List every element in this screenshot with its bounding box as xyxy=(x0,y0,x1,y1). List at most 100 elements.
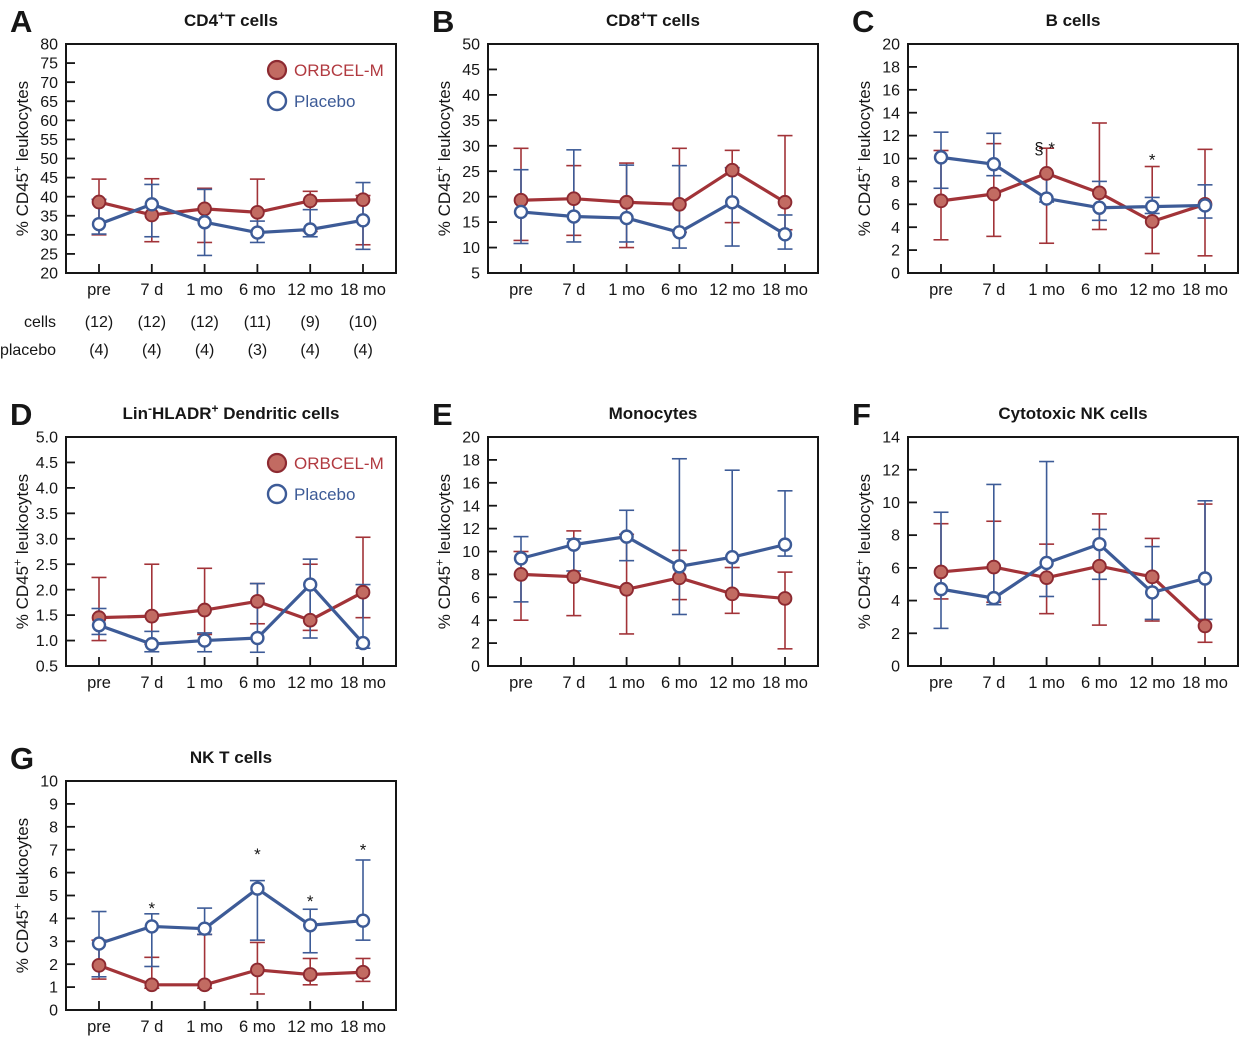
y-tick-label: 4 xyxy=(49,911,58,928)
y-tick-label: 6 xyxy=(471,590,480,607)
y-tick-label: 55 xyxy=(40,132,58,149)
orbcel-marker xyxy=(724,586,740,602)
orbcel-error-bars xyxy=(91,536,371,645)
placebo-marker xyxy=(513,551,529,566)
counts-value: (3) xyxy=(248,342,268,359)
orbcel-marker xyxy=(250,962,265,978)
y-tick-label: 60 xyxy=(40,113,58,130)
y-tick-label: 10 xyxy=(462,544,480,561)
y-tick-label: 20 xyxy=(40,266,58,283)
panel-e: 0 2 4 6 8 10 12 14 16 18 20 pre 7 d 1 mo 6 mo 12 mo 18 m… xyxy=(432,397,819,692)
placebo-marker xyxy=(197,215,212,230)
panel-letter: E xyxy=(432,397,453,432)
y-tick-label: 45 xyxy=(462,62,480,79)
y-tick-label: 15 xyxy=(462,215,480,232)
placebo-marker xyxy=(672,559,687,574)
x-tick-label: 6 mo xyxy=(661,281,698,299)
placebo-marker xyxy=(1144,199,1160,214)
x-tick-label: 18 mo xyxy=(1182,674,1228,692)
plot-border xyxy=(65,780,397,1011)
orbcel-marker xyxy=(197,602,212,618)
panel-title: B cells xyxy=(1046,11,1101,30)
orbcel-marker xyxy=(619,194,634,210)
placebo-marker xyxy=(672,225,687,240)
placebo-marker xyxy=(986,157,1001,172)
orbcel-marker xyxy=(250,204,265,220)
y-tick-label: 18 xyxy=(882,60,900,77)
x-tick-label: 18 mo xyxy=(762,674,808,692)
x-tick-label: 12 mo xyxy=(1129,674,1175,692)
panel-title: CD4+T cells xyxy=(184,9,278,31)
x-tick-label: 7 d xyxy=(562,674,585,692)
counts-value: (4) xyxy=(89,342,109,359)
y-axis-label: % CD45+ leukocytes xyxy=(11,818,33,973)
orbcel-marker xyxy=(302,193,318,209)
placebo-marker xyxy=(777,227,793,242)
y-tick-label: 4 xyxy=(891,220,900,237)
y-tick-label: 40 xyxy=(40,189,58,206)
x-tick-label: 1 mo xyxy=(1028,281,1065,299)
x-tick-label: 12 mo xyxy=(1129,281,1175,299)
panel-title: NK T cells xyxy=(190,748,272,767)
y-tick-label: 45 xyxy=(40,170,58,187)
placebo-error-bars xyxy=(91,181,371,257)
x-tick-label: 18 mo xyxy=(340,281,386,299)
placebo-marker xyxy=(197,921,212,936)
orbcel-marker xyxy=(355,584,371,600)
orbcel-marker xyxy=(566,191,582,207)
placebo-marker xyxy=(144,919,160,934)
x-tick-label: 12 mo xyxy=(709,281,755,299)
y-tick-label: 35 xyxy=(40,208,58,225)
panel-letter: G xyxy=(10,741,34,776)
y-tick-label: 2 xyxy=(891,243,900,260)
counts-row-label: placebo xyxy=(0,342,56,359)
placebo-marker xyxy=(91,618,107,633)
y-tick-label: 75 xyxy=(40,56,58,73)
y-tick-label: 14 xyxy=(882,105,900,122)
placebo-marker xyxy=(1039,191,1054,206)
x-tick-label: 12 mo xyxy=(287,1018,333,1036)
x-tick-label: pre xyxy=(87,1018,111,1036)
x-tick-label: 12 mo xyxy=(709,674,755,692)
counts-value: (9) xyxy=(300,314,320,331)
plot-border xyxy=(907,436,1239,667)
y-tick-label: 0 xyxy=(891,659,900,676)
panel-letter: B xyxy=(432,4,454,39)
x-tick-label: 6 mo xyxy=(1081,281,1118,299)
significance-marker: * xyxy=(360,841,367,860)
orbcel-error-bars xyxy=(933,122,1213,257)
panel-title: Lin-HLADR+ Dendritic cells xyxy=(123,402,340,424)
y-tick-label: 0.5 xyxy=(36,659,58,676)
y-tick-label: 6 xyxy=(891,197,900,214)
x-tick-label: 1 mo xyxy=(186,281,223,299)
significance-marker: * xyxy=(148,899,155,918)
placebo-marker xyxy=(1092,200,1107,215)
y-tick-label: 10 xyxy=(882,151,900,168)
placebo-marker xyxy=(566,209,581,224)
counts-value: (12) xyxy=(190,314,218,331)
placebo-marker xyxy=(197,633,212,648)
panel-c: 0 2 4 6 8 10 12 14 16 18 20 pre 7 d 1 mo 6 mo 12 mo 18 m… xyxy=(852,4,1239,299)
y-tick-label: 5 xyxy=(49,888,58,905)
significance-marker: § * xyxy=(1034,139,1055,158)
open-blue-circle-icon xyxy=(266,90,288,112)
panel-g: 0 1 2 3 4 5 6 7 8 9 10 pre 7 d 1 mo 6 mo 12 mo 18 mo * * * *… xyxy=(10,741,397,1036)
orbcel-marker xyxy=(777,591,793,606)
placebo-marker xyxy=(250,630,265,646)
y-tick-label: 14 xyxy=(882,430,900,447)
y-tick-label: 10 xyxy=(882,495,900,512)
x-tick-label: 7 d xyxy=(562,281,585,299)
x-tick-label: 12 mo xyxy=(287,674,333,692)
y-tick-label: 65 xyxy=(40,94,58,111)
filled-red-circle-icon xyxy=(266,59,288,81)
placebo-marker xyxy=(619,529,634,544)
orbcel-marker xyxy=(986,559,1002,575)
x-tick-label: 6 mo xyxy=(661,674,698,692)
x-tick-label: 1 mo xyxy=(186,674,223,692)
placebo-marker xyxy=(1144,585,1160,600)
y-tick-label: 10 xyxy=(40,774,58,791)
y-tick-label: 5 xyxy=(471,266,480,283)
y-tick-label: 16 xyxy=(882,82,900,99)
orbcel-marker xyxy=(302,967,318,982)
